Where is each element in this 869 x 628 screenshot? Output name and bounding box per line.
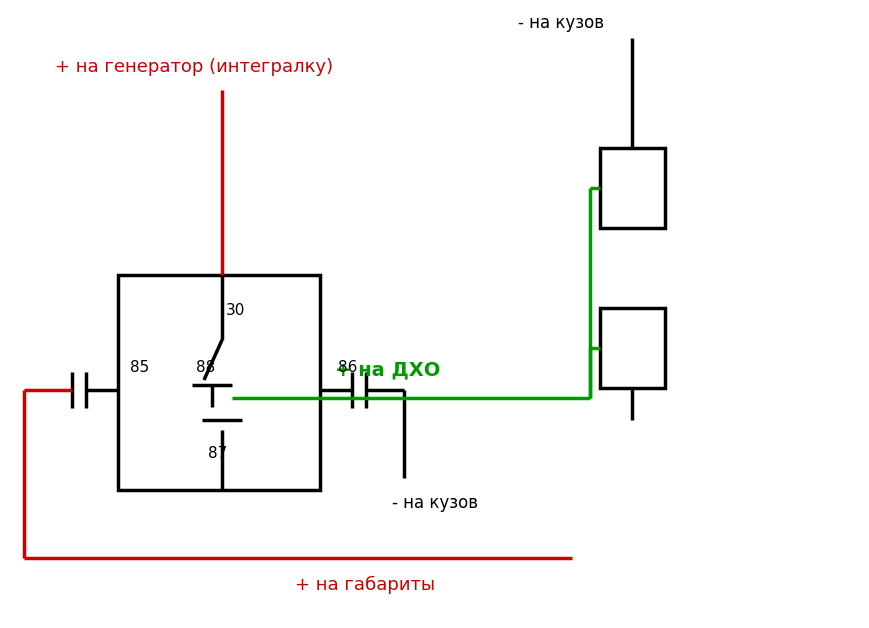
- Text: 87: 87: [208, 446, 227, 461]
- Bar: [600, 148, 664, 228]
- Text: 86: 86: [338, 360, 357, 375]
- Bar: [600, 308, 664, 388]
- Text: 88: 88: [196, 360, 215, 375]
- Text: - на кузов: - на кузов: [517, 14, 603, 32]
- Text: + на габариты: + на габариты: [295, 576, 434, 594]
- Text: + на ДХО: + на ДХО: [335, 360, 440, 379]
- Text: - на кузов: - на кузов: [392, 494, 477, 512]
- Text: + на генератор (интегралку): + на генератор (интегралку): [55, 58, 333, 76]
- Bar: [118, 275, 320, 490]
- Text: 85: 85: [129, 360, 149, 375]
- Text: 30: 30: [226, 303, 245, 318]
